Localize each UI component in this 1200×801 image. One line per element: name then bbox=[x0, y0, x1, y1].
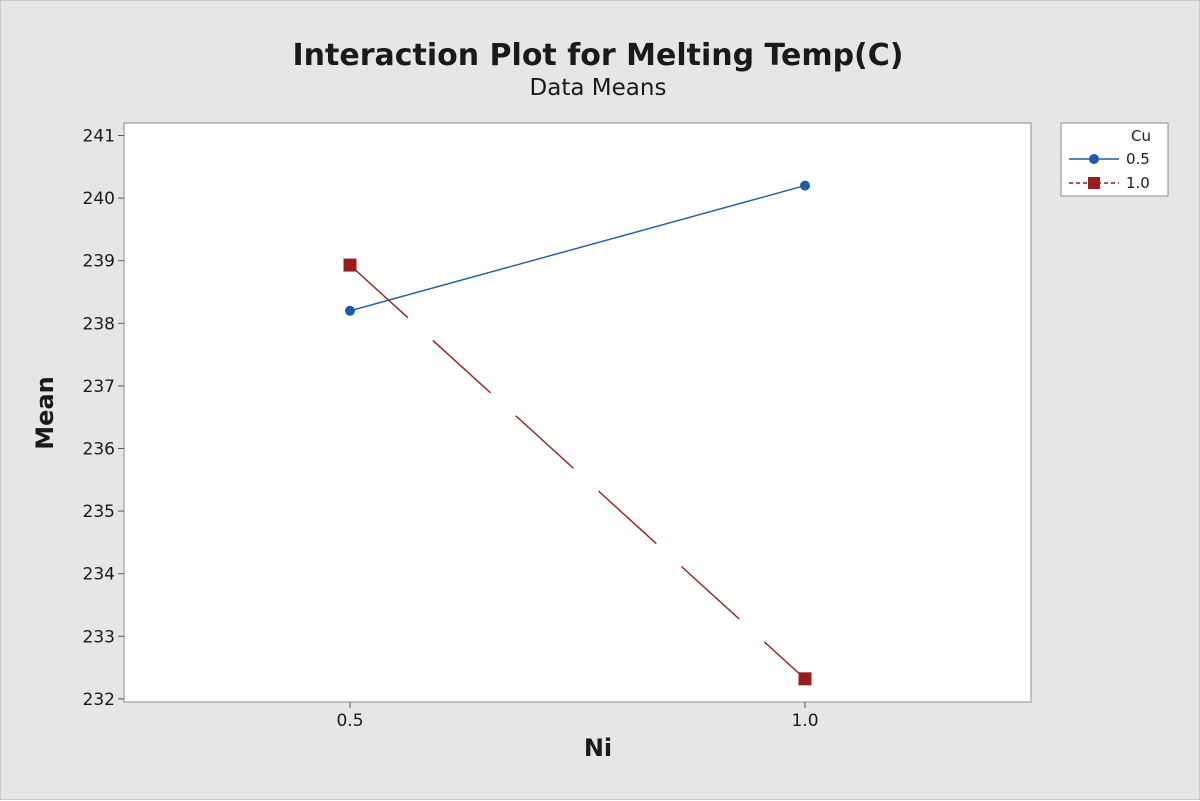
legend-entry-label: 0.5 bbox=[1126, 150, 1150, 168]
y-axis-label: Mean bbox=[31, 376, 59, 449]
data-point-square bbox=[798, 672, 812, 686]
y-tick-label: 239 bbox=[83, 252, 115, 272]
y-tick-label: 234 bbox=[83, 565, 115, 585]
y-tick-label: 233 bbox=[83, 627, 115, 647]
chart-title: Interaction Plot for Melting Temp(C) bbox=[292, 38, 903, 73]
x-tick-label: 0.5 bbox=[336, 711, 363, 731]
y-tick-label: 241 bbox=[83, 127, 115, 147]
y-axis: 232 233 234 235 236 237 238 239 240 241 bbox=[83, 127, 124, 710]
x-tick-label: 1.0 bbox=[791, 711, 818, 731]
x-axis: 0.5 1.0 bbox=[336, 702, 819, 731]
x-axis-label: Ni bbox=[584, 734, 612, 762]
y-tick-label: 235 bbox=[83, 502, 115, 522]
series-line-cu-1-0 bbox=[349, 264, 806, 680]
data-point-square bbox=[343, 258, 357, 272]
y-tick-label: 240 bbox=[83, 189, 115, 209]
legend-entry-label: 1.0 bbox=[1126, 174, 1150, 192]
legend-marker-circle bbox=[1089, 154, 1099, 164]
y-tick-label: 232 bbox=[83, 690, 115, 710]
y-tick-label: 238 bbox=[83, 314, 115, 334]
series-line-cu-0-5 bbox=[349, 184, 806, 312]
plot-area bbox=[123, 122, 1032, 703]
legend-title: Cu bbox=[1131, 127, 1151, 145]
series-layer bbox=[343, 180, 812, 686]
data-point-circle bbox=[345, 305, 355, 316]
y-tick-label: 237 bbox=[83, 377, 115, 397]
legend-marker-square bbox=[1088, 177, 1100, 189]
legend: Cu 0.5 1.0 bbox=[1060, 122, 1169, 197]
data-point-circle bbox=[800, 180, 810, 191]
y-tick-label: 236 bbox=[83, 439, 115, 459]
chart-subtitle: Data Means bbox=[530, 75, 667, 101]
